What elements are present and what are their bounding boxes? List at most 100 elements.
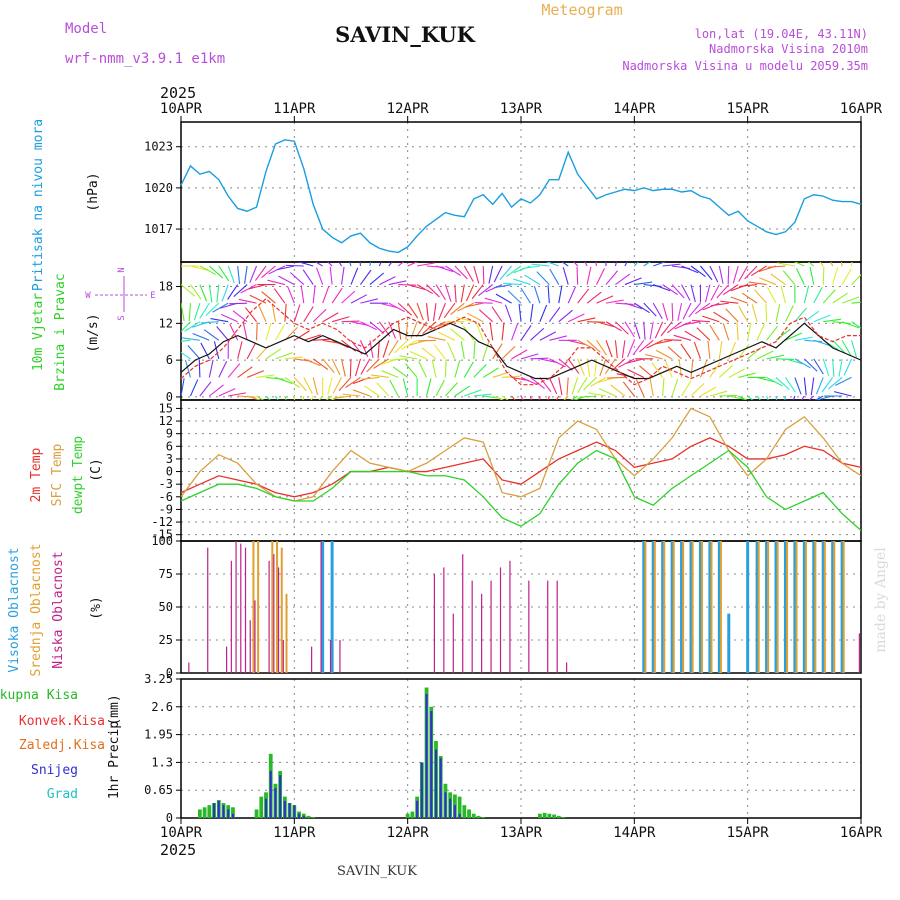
wind-arrow	[821, 377, 834, 393]
elevation: Nadmorska Visina 2010m	[709, 42, 868, 56]
wind-arrow	[297, 262, 314, 267]
compass-east: E	[150, 291, 155, 301]
wind-arrow	[331, 316, 350, 323]
wind-arrow	[529, 395, 532, 400]
cloud-low-bar	[244, 547, 247, 673]
wind-arrow	[784, 395, 786, 400]
wind-arrow	[606, 376, 625, 379]
wind-arrow	[567, 313, 585, 323]
wind-arrow	[200, 342, 210, 360]
pressure-labels: Pritisak na nivou mora (hPa)	[31, 119, 101, 291]
wind-arrow	[460, 284, 465, 303]
wind-arrow	[594, 262, 598, 267]
cloud-low-bar	[249, 620, 251, 673]
wind-arrow	[271, 303, 276, 322]
precip-snow-bar	[217, 800, 220, 818]
precip-snow-bar	[458, 813, 461, 818]
wind-arrow	[238, 298, 257, 304]
wind-arrow	[558, 309, 573, 323]
precip-snow-bar	[439, 758, 442, 818]
wind-arrow	[830, 262, 834, 267]
cloud-low-bar	[528, 580, 530, 673]
wind-arrow	[327, 262, 333, 267]
wind-arrow	[840, 262, 843, 267]
wind-arrow	[290, 272, 305, 285]
wind-arrow	[377, 340, 380, 359]
wind-arrow	[350, 294, 368, 304]
wind-arrow	[627, 369, 645, 378]
wind-arrow	[748, 281, 767, 286]
cloud-low-bar	[240, 543, 242, 673]
wind-arrow	[521, 265, 540, 270]
wind-arrow	[803, 377, 807, 396]
cloud-high-bar	[661, 541, 665, 673]
wind-arrow	[777, 262, 795, 267]
cloud-high-bar	[774, 541, 778, 673]
cloud-mid-bar	[823, 541, 826, 673]
temperature-ytick-label: -15	[151, 528, 173, 542]
wind-arrow	[632, 339, 645, 356]
wind-arrow	[405, 363, 418, 378]
wind-arrow	[376, 382, 390, 397]
wind-arrow	[832, 339, 846, 354]
wind-arrow	[794, 358, 811, 369]
wind-arrow	[303, 306, 314, 323]
wind-arrow	[794, 377, 802, 395]
wind-arrow	[193, 302, 201, 321]
wind-arrow	[275, 376, 293, 385]
cloud-ylabel-2: Srednja Oblacnost	[29, 543, 44, 676]
wind-arrow	[815, 395, 833, 400]
wind-arrow	[539, 331, 557, 341]
wind-arrow	[187, 345, 201, 360]
wind-arrow	[397, 262, 405, 267]
wind-arrow	[276, 265, 295, 271]
pressure-unit: (hPa)	[86, 172, 101, 211]
wind-arrow	[493, 284, 512, 289]
wind-arrow	[807, 262, 815, 267]
precip-total-bar	[254, 809, 259, 818]
wind-arrow	[813, 314, 831, 323]
cloud-mid-bar	[257, 541, 260, 673]
wind-arrow	[662, 284, 678, 296]
wind-arrow	[615, 273, 631, 286]
wind-arrow	[322, 358, 335, 373]
legend-hail: Grad	[47, 787, 78, 802]
wind-arrow	[444, 284, 452, 302]
wind-ylabel-2: Brzina i Pravac	[53, 273, 68, 390]
wind-arrow	[586, 291, 602, 304]
cloud-ylabel-1: Visoka Oblacnost	[7, 547, 22, 672]
wind-arrow	[473, 265, 480, 284]
wind-arrow	[208, 359, 214, 378]
wind-arrow	[775, 358, 795, 361]
temperature-ytick-label: 12	[159, 414, 173, 428]
wind-arrow	[654, 339, 673, 345]
wind-arrow	[624, 321, 635, 338]
wind-arrow	[700, 265, 713, 281]
lonlat: lon,lat (19.04E, 43.11N)	[695, 27, 868, 41]
wind-arrow	[520, 376, 538, 386]
cloud-high-bar	[831, 541, 835, 673]
wind-arrow	[463, 361, 474, 378]
cloud-mid-bar	[285, 593, 288, 673]
wind-arrow	[693, 341, 701, 360]
x-label-top: 13APR	[500, 101, 543, 117]
wind-arrow	[303, 358, 321, 367]
wind-arrow	[653, 284, 671, 292]
wind-arrow	[744, 265, 758, 280]
temperature-ytick-label: 0	[166, 465, 173, 479]
station-title: SAVIN_KUK	[335, 22, 476, 47]
wind-arrow	[800, 395, 805, 400]
precip-total-bar	[556, 815, 561, 818]
wind-arrow	[407, 302, 419, 319]
wind-arrow	[662, 302, 669, 321]
wind-arrow	[227, 284, 239, 300]
wind-arrow	[520, 287, 531, 304]
cloud-high-bar	[680, 541, 684, 673]
wind-arrow	[736, 322, 739, 341]
wind-arrow	[558, 358, 573, 371]
wind-arrow	[614, 340, 618, 359]
cloud-high-bar	[651, 541, 655, 673]
wind-arrow	[547, 285, 550, 304]
wind-arrow	[200, 321, 219, 324]
wind-arrow	[809, 266, 815, 285]
